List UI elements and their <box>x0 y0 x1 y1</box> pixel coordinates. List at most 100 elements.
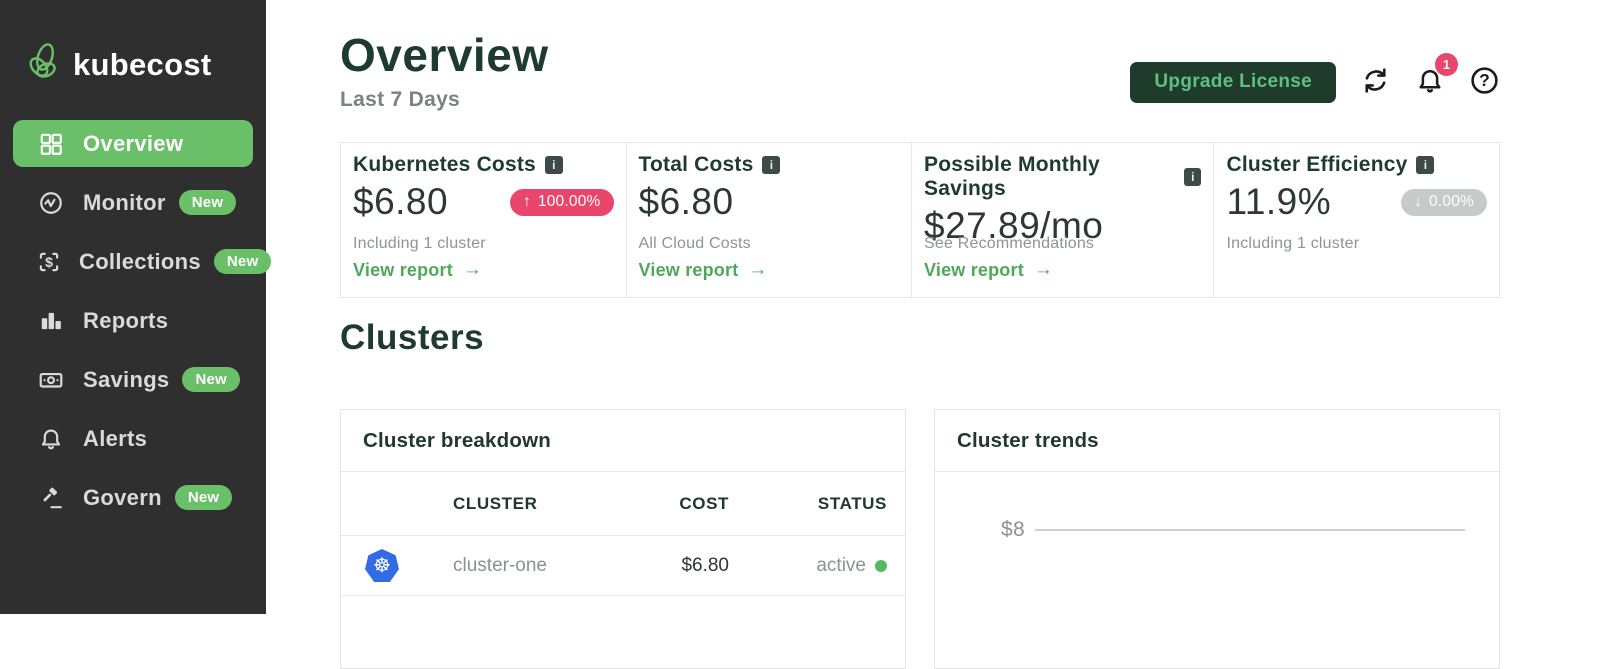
cluster-trends-panel: Cluster trends $8 <box>934 409 1500 669</box>
right-arrow-icon: → <box>462 259 483 280</box>
card-title-text: Total Costs <box>638 153 754 176</box>
notifications-button[interactable]: 1 <box>1415 52 1458 99</box>
cluster-cost-cell: $6.80 <box>681 554 729 576</box>
gavel-icon <box>36 485 66 511</box>
sidebar-item-label: Savings <box>83 366 170 392</box>
brand-name: kubecost <box>73 46 212 82</box>
card-value: $27.89/mo <box>924 205 1104 246</box>
view-report-link[interactable]: View report → <box>639 259 768 281</box>
cluster-breakdown-panel: Cluster breakdown CLUSTER COST STATUS ☸ … <box>340 409 906 669</box>
info-icon[interactable]: i <box>1184 168 1202 186</box>
bell-icon <box>36 426 66 452</box>
right-arrow-icon: → <box>1033 259 1054 280</box>
delta-value: 100.00% <box>537 192 601 210</box>
kubecost-logo[interactable]: kubecost <box>24 40 212 89</box>
card-value-row: $27.89/mo <box>924 205 1201 247</box>
delta-value: 0.00% <box>1429 192 1474 210</box>
refresh-icon <box>1360 65 1391 99</box>
gridline <box>1034 529 1465 531</box>
banknote-icon <box>36 367 66 393</box>
clusters-section-title: Clusters <box>340 318 485 357</box>
new-badge: New <box>182 367 240 392</box>
help-button[interactable]: ? <box>1469 65 1500 99</box>
card-subtitle: All Cloud Costs <box>638 235 751 252</box>
view-report-link[interactable]: View report → <box>924 259 1053 281</box>
view-report-link[interactable]: View report → <box>353 259 482 281</box>
down-arrow-icon: ↓ <box>1414 192 1423 210</box>
card-subtitle: Including 1 cluster <box>353 235 486 252</box>
sidebar-item-alerts[interactable]: Alerts <box>13 415 253 462</box>
up-arrow-icon: ↑ <box>522 192 531 210</box>
card-title: Kubernetes Costs i <box>353 153 614 177</box>
trend-chart-area: $8 <box>935 518 1499 542</box>
card-possible-monthly-savings: Possible Monthly Savings i $27.89/mo See… <box>911 143 1213 297</box>
refresh-button[interactable] <box>1360 65 1391 99</box>
card-title: Total Costs i <box>639 153 900 177</box>
card-kubernetes-costs: Kubernetes Costs i $6.80 ↑ 100.00% Inclu… <box>341 143 626 297</box>
monitor-pulse-icon <box>36 190 66 216</box>
card-value: 11.9% <box>1226 181 1332 222</box>
table-row[interactable]: ☸ cluster-one $6.80 active <box>341 536 905 596</box>
sidebar-item-label: Govern <box>83 484 162 510</box>
svg-text:$: $ <box>45 253 53 269</box>
status-active-dot-icon <box>875 559 887 572</box>
card-total-costs: Total Costs i $6.80 All Cloud Costs View… <box>625 143 912 297</box>
status-label: active <box>816 554 866 576</box>
notification-bell-icon <box>1415 66 1445 99</box>
date-range-label: Last 7 Days <box>340 88 461 111</box>
bar-chart-icon <box>36 308 66 334</box>
card-title-text: Cluster Efficiency <box>1226 153 1408 176</box>
info-icon[interactable]: i <box>762 156 781 174</box>
cluster-trends-title: Cluster trends <box>935 410 1499 472</box>
kubernetes-logo-icon: ☸ <box>365 549 399 582</box>
help-icon: ? <box>1469 65 1500 99</box>
view-report-label: View report <box>924 259 1024 280</box>
notification-count-badge: 1 <box>1435 52 1458 76</box>
cluster-breakdown-title: Cluster breakdown <box>341 410 905 472</box>
sidebar: kubecost Overview Monitor Ne <box>0 0 272 614</box>
column-header-status: STATUS <box>817 493 887 513</box>
new-badge: New <box>213 249 272 274</box>
card-title: Cluster Efficiency i <box>1226 153 1487 177</box>
sidebar-item-monitor[interactable]: Monitor New <box>13 179 253 226</box>
sidebar-item-label: Monitor <box>83 189 166 215</box>
info-icon[interactable]: i <box>1416 156 1435 174</box>
sidebar-item-collections[interactable]: $ Collections New <box>13 238 272 285</box>
y-axis-tick-label: $8 <box>1001 518 1025 541</box>
view-report-label: View report <box>638 259 739 280</box>
delta-badge: ↓ 0.00% <box>1401 188 1487 216</box>
grid-icon <box>36 131 66 157</box>
new-badge: New <box>178 190 237 215</box>
upgrade-license-button[interactable]: Upgrade License <box>1130 61 1336 103</box>
column-header-cluster: CLUSTER <box>453 493 538 513</box>
right-arrow-icon: → <box>748 259 768 280</box>
kpi-cards-row: Kubernetes Costs i $6.80 ↑ 100.00% Inclu… <box>340 142 1500 298</box>
card-subtitle: See Recommendations <box>924 235 1095 252</box>
view-report-label: View report <box>353 259 453 280</box>
card-cluster-efficiency: Cluster Efficiency i 11.9% ↓ 0.00% Inclu… <box>1213 143 1499 297</box>
collections-dollar-icon: $ <box>36 249 62 275</box>
sidebar-item-overview[interactable]: Overview <box>13 120 253 167</box>
card-title: Possible Monthly Savings i <box>924 153 1202 201</box>
sidebar-item-savings[interactable]: Savings New <box>13 356 253 403</box>
header-actions: Upgrade License 1 ? <box>1130 52 1500 104</box>
column-header-cost: COST <box>679 493 729 513</box>
cluster-status-cell: active <box>729 555 887 577</box>
sidebar-item-reports[interactable]: Reports <box>13 297 253 344</box>
info-icon[interactable]: i <box>544 156 563 174</box>
card-value: $6.80 <box>638 181 734 222</box>
sidebar-item-label: Reports <box>83 307 169 333</box>
new-badge: New <box>174 485 233 510</box>
card-value-row: $6.80 <box>639 181 900 223</box>
card-value-row: $6.80 ↑ 100.00% <box>353 181 614 223</box>
svg-text:?: ? <box>1479 70 1490 90</box>
table-header-row: CLUSTER COST STATUS <box>341 472 905 536</box>
card-value: $6.80 <box>353 181 449 222</box>
card-title-text: Kubernetes Costs <box>353 153 536 176</box>
cluster-name-cell: cluster-one <box>453 554 547 576</box>
sidebar-item-label: Alerts <box>83 425 148 451</box>
sidebar-item-govern[interactable]: Govern New <box>13 474 253 521</box>
card-title-text: Possible Monthly Savings <box>924 153 1100 200</box>
card-value-row: 11.9% ↓ 0.00% <box>1226 181 1487 223</box>
sidebar-item-label: Overview <box>83 130 184 156</box>
